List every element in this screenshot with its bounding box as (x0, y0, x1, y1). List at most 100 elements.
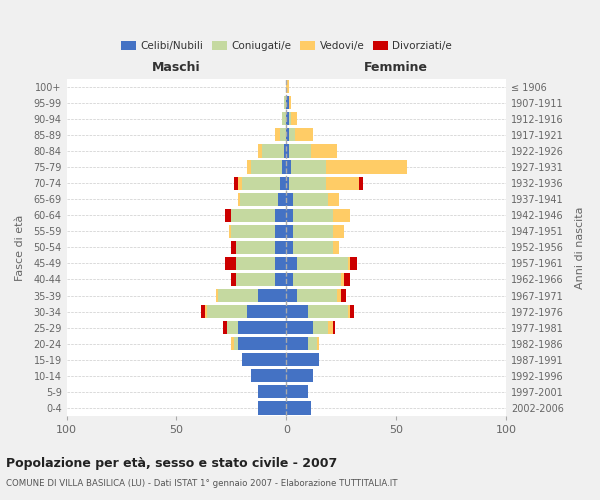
Bar (282, 160, 286, 173)
Bar (284, 96, 286, 110)
Bar (225, 257, 236, 270)
Bar (286, 80, 289, 94)
Bar (293, 240, 332, 254)
Bar (232, 224, 275, 238)
Bar (282, 112, 286, 126)
Bar (275, 224, 286, 238)
Bar (275, 273, 286, 286)
Bar (251, 369, 286, 382)
Bar (341, 289, 346, 302)
Legend: Celibi/Nubili, Coniugati/e, Vedovi/e, Divorziati/e: Celibi/Nubili, Coniugati/e, Vedovi/e, Di… (116, 36, 456, 55)
Bar (291, 112, 298, 126)
Text: COMUNE DI VILLA BASILICA (LU) - Dati ISTAT 1° gennaio 2007 - Elaborazione TUTTIT: COMUNE DI VILLA BASILICA (LU) - Dati IST… (6, 479, 398, 488)
Bar (286, 273, 293, 286)
Bar (232, 208, 275, 222)
Bar (280, 128, 286, 141)
Bar (275, 257, 286, 270)
Bar (284, 144, 286, 158)
Bar (236, 257, 275, 270)
Bar (291, 160, 326, 173)
Bar (233, 176, 238, 190)
Bar (286, 112, 289, 126)
Bar (328, 192, 339, 205)
Bar (238, 337, 286, 350)
Bar (348, 305, 350, 318)
Bar (280, 176, 286, 190)
Text: Maschi: Maschi (152, 61, 201, 74)
Bar (286, 257, 298, 270)
Bar (275, 240, 286, 254)
Bar (289, 112, 291, 126)
Bar (337, 289, 341, 302)
Bar (286, 192, 293, 205)
Bar (326, 160, 407, 173)
Bar (350, 305, 355, 318)
Bar (223, 321, 227, 334)
Bar (293, 192, 328, 205)
Bar (286, 321, 313, 334)
Y-axis label: Fasce di età: Fasce di età (15, 214, 25, 280)
Bar (218, 289, 258, 302)
Bar (286, 160, 291, 173)
Bar (275, 208, 286, 222)
Bar (348, 257, 350, 270)
Bar (332, 321, 335, 334)
Bar (232, 273, 236, 286)
Bar (286, 224, 293, 238)
Bar (286, 353, 319, 366)
Bar (308, 305, 348, 318)
Bar (286, 144, 289, 158)
Bar (359, 176, 363, 190)
Bar (289, 144, 311, 158)
Bar (240, 192, 278, 205)
Bar (200, 305, 205, 318)
Bar (298, 289, 337, 302)
Bar (236, 240, 275, 254)
Bar (238, 176, 242, 190)
Bar (227, 321, 238, 334)
Bar (286, 289, 298, 302)
Bar (332, 240, 339, 254)
Bar (308, 337, 317, 350)
Bar (350, 257, 356, 270)
Bar (242, 353, 286, 366)
Bar (258, 402, 286, 414)
Bar (286, 386, 308, 398)
Bar (258, 144, 262, 158)
Bar (286, 305, 308, 318)
Bar (293, 224, 332, 238)
Bar (207, 305, 247, 318)
Bar (286, 96, 289, 110)
Bar (251, 160, 282, 173)
Bar (216, 289, 218, 302)
Bar (247, 160, 251, 173)
Bar (332, 224, 344, 238)
Bar (238, 321, 286, 334)
Bar (242, 176, 280, 190)
Bar (293, 208, 332, 222)
Bar (286, 402, 311, 414)
Bar (225, 208, 232, 222)
Bar (317, 337, 319, 350)
Bar (275, 128, 280, 141)
Bar (313, 321, 328, 334)
Bar (262, 144, 284, 158)
Bar (278, 192, 286, 205)
Bar (293, 273, 341, 286)
Bar (295, 128, 313, 141)
Bar (289, 96, 291, 110)
Bar (289, 128, 295, 141)
Bar (311, 144, 337, 158)
Bar (298, 257, 348, 270)
Bar (286, 369, 313, 382)
Bar (286, 128, 289, 141)
Bar (258, 386, 286, 398)
Bar (286, 240, 293, 254)
Bar (236, 273, 275, 286)
Bar (233, 337, 238, 350)
Bar (247, 305, 286, 318)
Bar (238, 192, 240, 205)
Bar (229, 224, 232, 238)
Y-axis label: Anni di nascita: Anni di nascita (575, 206, 585, 288)
Bar (341, 273, 344, 286)
